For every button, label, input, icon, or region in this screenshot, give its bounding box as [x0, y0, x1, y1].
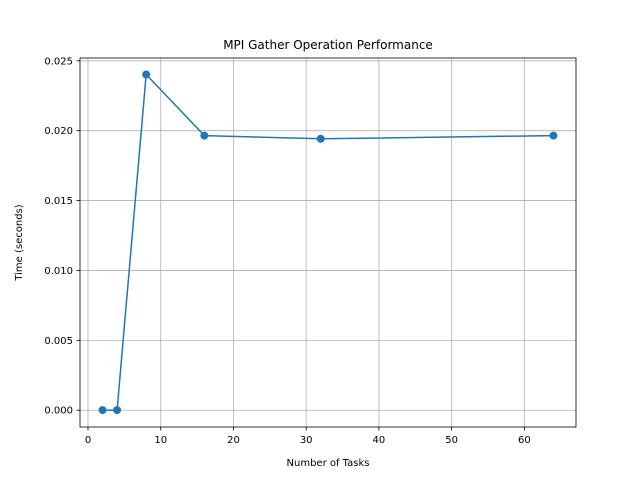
data-point	[316, 134, 325, 143]
series-line	[102, 73, 554, 411]
x-tick-label: 40	[373, 435, 386, 446]
series-layer	[98, 70, 558, 415]
ticks: 0 10 20 30 40 50 60 0.000 0.005 0.010 0.015 0.020 0.…	[44, 56, 530, 446]
y-tick-label: 0.025	[44, 56, 73, 67]
x-tick-label: 60	[518, 435, 531, 446]
y-axis-label: Time (seconds)	[14, 204, 25, 281]
x-tick-label: 50	[445, 435, 458, 446]
chart-title: MPI Gather Operation Performance	[223, 38, 433, 52]
data-point	[200, 131, 209, 140]
x-tick-label: 10	[154, 435, 167, 446]
x-tick-label: 30	[300, 435, 313, 446]
x-tick-label: 0	[85, 435, 91, 446]
y-tick-label: 0.015	[44, 196, 73, 207]
y-tick-label: 0.000	[44, 406, 73, 417]
x-tick-label: 20	[227, 435, 240, 446]
y-tick-label: 0.005	[44, 336, 73, 347]
y-tick-label: 0.010	[44, 266, 73, 277]
grid	[80, 58, 576, 427]
data-point	[98, 406, 107, 415]
data-point	[142, 70, 151, 79]
y-tick-label: 0.020	[44, 126, 73, 137]
plot-area-frame	[79, 57, 577, 428]
data-point	[113, 406, 122, 415]
x-axis-label: Number of Tasks	[287, 458, 370, 469]
data-point	[549, 131, 558, 140]
